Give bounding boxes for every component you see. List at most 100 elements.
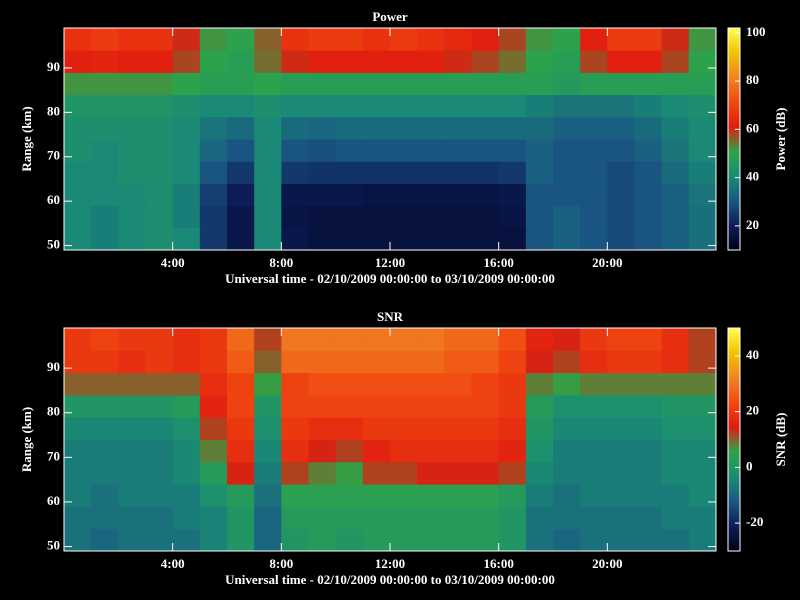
cell [118, 461, 146, 485]
cell [145, 94, 174, 118]
cell [525, 28, 554, 51]
cell [172, 461, 201, 485]
cell [661, 372, 690, 396]
cell [64, 439, 92, 463]
cell [64, 328, 92, 351]
cell [390, 350, 418, 374]
cell [607, 116, 635, 140]
cell [525, 528, 554, 551]
cell [525, 417, 554, 440]
cell [498, 227, 527, 250]
cell [498, 72, 527, 96]
cell [118, 528, 146, 551]
cell [634, 394, 663, 418]
cell [362, 72, 391, 96]
cell [417, 484, 445, 507]
cell [390, 484, 418, 507]
cell [281, 227, 309, 250]
cell [390, 72, 418, 96]
cell [417, 116, 445, 140]
cell [91, 484, 119, 507]
cell [254, 205, 282, 229]
cell [254, 372, 282, 396]
cell [281, 94, 309, 118]
x-tick-label: 8:00 [269, 556, 293, 571]
cell [335, 183, 364, 207]
cell [335, 116, 364, 140]
cell [498, 417, 527, 440]
cell [661, 227, 690, 250]
cell [362, 139, 391, 162]
cell [498, 528, 527, 551]
cell [254, 528, 282, 551]
x-tick-label: 20:00 [592, 556, 622, 571]
cell [281, 394, 309, 418]
cell [498, 350, 527, 374]
cell [390, 394, 418, 418]
cell [553, 139, 581, 162]
cell [145, 50, 174, 73]
cell [227, 484, 255, 507]
cell [607, 484, 635, 507]
x-axis-label: Universal time - 02/10/2009 00:00:00 to … [225, 271, 555, 286]
cell [308, 227, 337, 250]
cell [362, 183, 391, 207]
cell [444, 417, 472, 440]
colorbar-tick-label: 60 [746, 120, 759, 135]
cell [362, 227, 391, 250]
cell [118, 116, 146, 140]
x-tick-label: 12:00 [375, 255, 405, 270]
cell [254, 417, 282, 440]
cell [471, 417, 500, 440]
cell [254, 50, 282, 73]
cell [525, 50, 554, 73]
cell [553, 417, 581, 440]
cell [471, 139, 500, 162]
cell [634, 372, 663, 396]
cell [64, 50, 92, 73]
cell [254, 227, 282, 250]
y-tick-label: 70 [47, 148, 60, 163]
cell [335, 394, 364, 418]
cell [145, 328, 174, 351]
cell [199, 72, 228, 96]
cell [390, 506, 418, 530]
cell [199, 439, 228, 463]
cell [91, 528, 119, 551]
cell [553, 183, 581, 207]
cell [417, 506, 445, 530]
cell [227, 72, 255, 96]
cell [661, 161, 690, 184]
cell [118, 183, 146, 207]
cell [525, 139, 554, 162]
cell [634, 139, 663, 162]
cell [145, 161, 174, 184]
cell [553, 161, 581, 184]
cell [335, 439, 364, 463]
cell [335, 161, 364, 184]
cell [471, 72, 500, 96]
cell [444, 161, 472, 184]
cell [580, 394, 608, 418]
cell [308, 528, 337, 551]
cell [498, 205, 527, 229]
cell [661, 183, 690, 207]
cell [91, 139, 119, 162]
cell [91, 461, 119, 485]
cell [498, 50, 527, 73]
cell [145, 439, 174, 463]
cell [91, 439, 119, 463]
cell [634, 328, 663, 351]
cell [281, 50, 309, 73]
cell [553, 394, 581, 418]
cell [172, 205, 201, 229]
cell [607, 372, 635, 396]
cell [335, 28, 364, 51]
cell [64, 417, 92, 440]
cell [64, 139, 92, 162]
cell [498, 161, 527, 184]
cell [281, 72, 309, 96]
cell [607, 350, 635, 374]
cell [553, 461, 581, 485]
cell [390, 183, 418, 207]
